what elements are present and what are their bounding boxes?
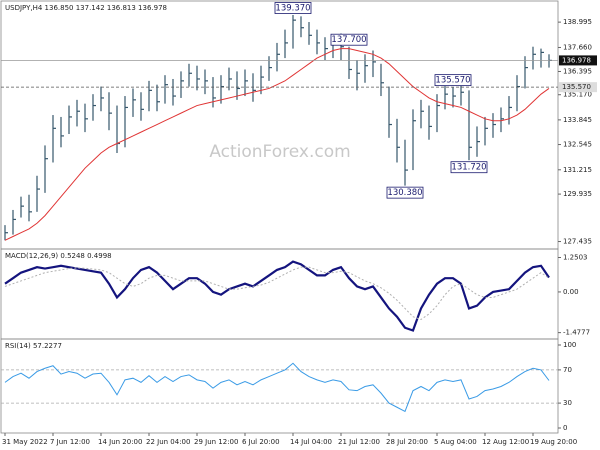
annotation-box [386,186,424,199]
x-tick-label: 14 Jun 20:00 [98,438,142,446]
x-tick-label: 19 Aug 20:00 [530,438,577,446]
panel-frame [0,338,559,434]
panel-frame [0,248,559,340]
annotation-label: 130.380 [387,188,422,198]
panel-title: MACD(12,26,9) 0.5248 0.4998 [5,252,112,260]
x-tick-label: 12 Aug 12:00 [482,438,529,446]
x-tick-label: 29 Jun 12:00 [194,438,238,446]
x-tick-label: 22 Jun 04:00 [146,438,190,446]
y-tick-label: 132.545 [563,141,592,149]
indicator-line [4,266,550,321]
indicator-line [4,260,550,332]
annotation-label: 137.700 [331,35,366,45]
y-tick-label: 127.435 [563,238,592,246]
annotation-box [330,33,368,46]
y-tick-label: 138.995 [563,18,592,26]
watermark: ActionForex.com [209,142,350,162]
y-tick-label: 129.935 [563,190,592,198]
panel-title: RSI(14) 57.2277 [5,342,62,350]
x-tick-label: 5 Aug 04:00 [434,438,477,446]
y-tick-label: 0 [563,424,567,432]
annotation-box [434,74,472,87]
y-tick-label: 1.2503 [563,253,588,261]
moving-average [4,48,550,241]
y-tick-label: 100 [563,341,576,349]
current-price-box [559,55,597,66]
annotation-box [450,161,488,174]
level-label: 135.570 [562,83,591,91]
y-tick-label: 133.845 [563,116,592,124]
current-price-label: 136.978 [562,56,591,64]
y-tick-label: 30 [563,399,572,407]
y-tick-label: 135.170 [563,91,592,99]
y-tick-label: 0.00 [563,288,579,296]
x-tick-label: 14 Jul 04:00 [290,438,332,446]
indicator-line [4,362,550,413]
x-tick-label: 31 May 2022 [2,438,48,446]
y-tick-label: -1.4777 [563,329,590,337]
y-tick-label: 137.660 [563,43,592,51]
x-tick-label: 6 Jul 20:00 [242,438,280,446]
y-tick-label: 70 [563,366,572,374]
annotation-label: 135.570 [435,76,470,86]
panel-title: USDJPY,H4 136.850 137.142 136.813 136.97… [5,4,167,12]
y-tick-label: 136.395 [563,67,592,75]
x-tick-label: 7 Jun 12:00 [50,438,90,446]
annotation-label: 139.370 [275,4,310,14]
annotation-box [274,2,312,14]
x-tick-label: 28 Jul 20:00 [386,438,428,446]
y-tick-label: 131.215 [563,166,592,174]
level-box [559,82,597,93]
x-tick-label: 21 Jul 12:00 [338,438,380,446]
annotation-label: 131.720 [451,163,486,173]
